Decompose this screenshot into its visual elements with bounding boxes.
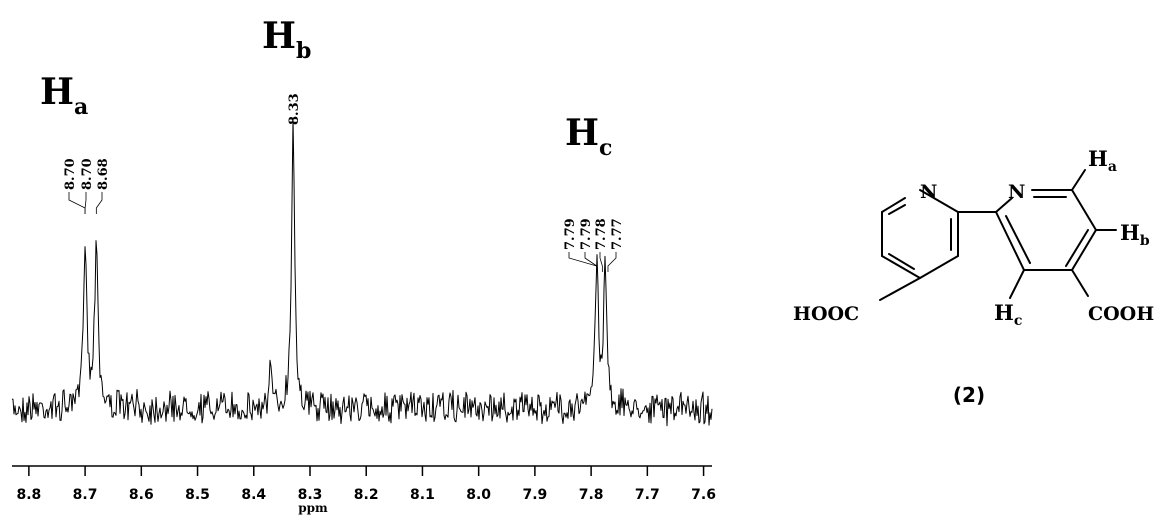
chemical-shift-labels: 8.70 8.70 8.688.337.79 7.79 7.78 7.77 <box>63 93 625 250</box>
chemical-shift-leader <box>84 192 87 214</box>
peak-group-label-hb-main: H <box>262 15 296 57</box>
atom-ha: Ha <box>1088 146 1117 175</box>
double-bond <box>888 204 906 215</box>
atom-ha-sub: a <box>1108 159 1117 175</box>
chemical-shift-label: 8.70 <box>80 158 95 190</box>
chemical-shift-leader <box>599 252 603 272</box>
nmr-spectrum: 8.70 8.70 8.688.337.79 7.79 7.78 7.77 <box>11 93 713 427</box>
chemical-shift-leader <box>607 252 617 272</box>
x-tick-label: 8.6 <box>129 487 154 503</box>
atom-hc-sub: c <box>1014 313 1023 329</box>
atom-n-right: N <box>1008 181 1025 203</box>
chemical-shift-leaders <box>68 127 617 272</box>
x-axis-unit-label: ppm <box>298 501 328 515</box>
compound-label: (2) <box>953 383 985 407</box>
atom-hb-main: H <box>1120 220 1140 245</box>
peak-group-label-ha-sub: a <box>74 94 88 120</box>
bond <box>1071 189 1097 231</box>
peak-group-label-hc-main: H <box>565 112 599 154</box>
atom-n-left: N <box>920 181 937 203</box>
atom-hc-main: H <box>994 300 1014 325</box>
bond <box>881 197 906 213</box>
bond-to-ha <box>1071 169 1086 191</box>
x-tick-label: 8.2 <box>354 487 379 503</box>
bond-to-hooc <box>879 277 921 301</box>
x-axis-ticks: 8.8 8.7 8.6 8.5 8.4 8.3 8.2 8.1 8.0 7.9 7.8 7.7 7.6 <box>16 466 716 503</box>
bond <box>1071 229 1097 271</box>
double-bond <box>1005 215 1031 264</box>
chemical-shift-label: 7.77 <box>610 218 625 250</box>
atom-cooh: COOH <box>1088 303 1154 325</box>
x-tick-label: 7.6 <box>691 487 716 503</box>
x-tick-label: 8.5 <box>185 487 210 503</box>
x-tick-label: 8.7 <box>73 487 98 503</box>
atom-hb: Hb <box>1120 220 1150 249</box>
chemical-shift-label: 8.33 <box>287 93 302 125</box>
double-bond <box>1065 229 1089 267</box>
chemical-shift-label: 8.68 <box>96 158 111 190</box>
x-tick-label: 8.0 <box>466 487 491 503</box>
peak-group-label-ha-main: H <box>40 71 74 113</box>
atom-ha-main: H <box>1088 146 1108 171</box>
bond <box>881 255 921 279</box>
chemical-shift-label: 7.79 <box>579 218 594 250</box>
peak-group-label-hb: Hb <box>262 15 311 64</box>
x-tick-label: 7.9 <box>522 487 547 503</box>
x-tick-label: 8.3 <box>298 487 323 503</box>
atom-hb-sub: b <box>1140 233 1150 249</box>
chemical-shift-leader <box>568 252 598 272</box>
x-tick-label: 7.8 <box>579 487 604 503</box>
peak-group-label-ha: Ha <box>40 71 88 120</box>
bond <box>919 189 959 213</box>
chemical-shift-label: 7.79 <box>563 218 578 250</box>
x-tick-label: 7.7 <box>635 487 660 503</box>
chemical-shift-label: 8.70 <box>63 158 78 190</box>
spectrum-trace <box>11 117 713 427</box>
chemical-shift-leader <box>68 192 86 214</box>
bond <box>919 255 959 279</box>
bond-to-hc <box>1009 269 1025 299</box>
atom-hc: Hc <box>994 300 1022 329</box>
atom-hooc: HOOC <box>793 303 859 325</box>
bipyridine-dicarboxylic-acid-structure <box>879 169 1117 301</box>
chemical-shift-label: 7.78 <box>594 218 609 250</box>
chemical-shift-leader <box>95 192 103 214</box>
bond-to-cooh <box>1071 269 1089 297</box>
x-axis: 8.8 8.7 8.6 8.5 8.4 8.3 8.2 8.1 8.0 7.9 7.8 7.7 7.6 … <box>12 465 716 515</box>
x-tick-label: 8.1 <box>410 487 435 503</box>
double-bond <box>888 253 915 270</box>
x-tick-label: 8.8 <box>16 487 41 503</box>
peak-group-label-hc: Hc <box>565 112 612 161</box>
chemical-shift-leader <box>584 252 598 272</box>
peak-group-label-hc-sub: c <box>599 135 612 161</box>
bond <box>995 197 1013 213</box>
bond <box>995 211 1025 271</box>
x-tick-label: 8.4 <box>241 487 266 503</box>
peak-group-label-hb-sub: b <box>296 38 311 64</box>
